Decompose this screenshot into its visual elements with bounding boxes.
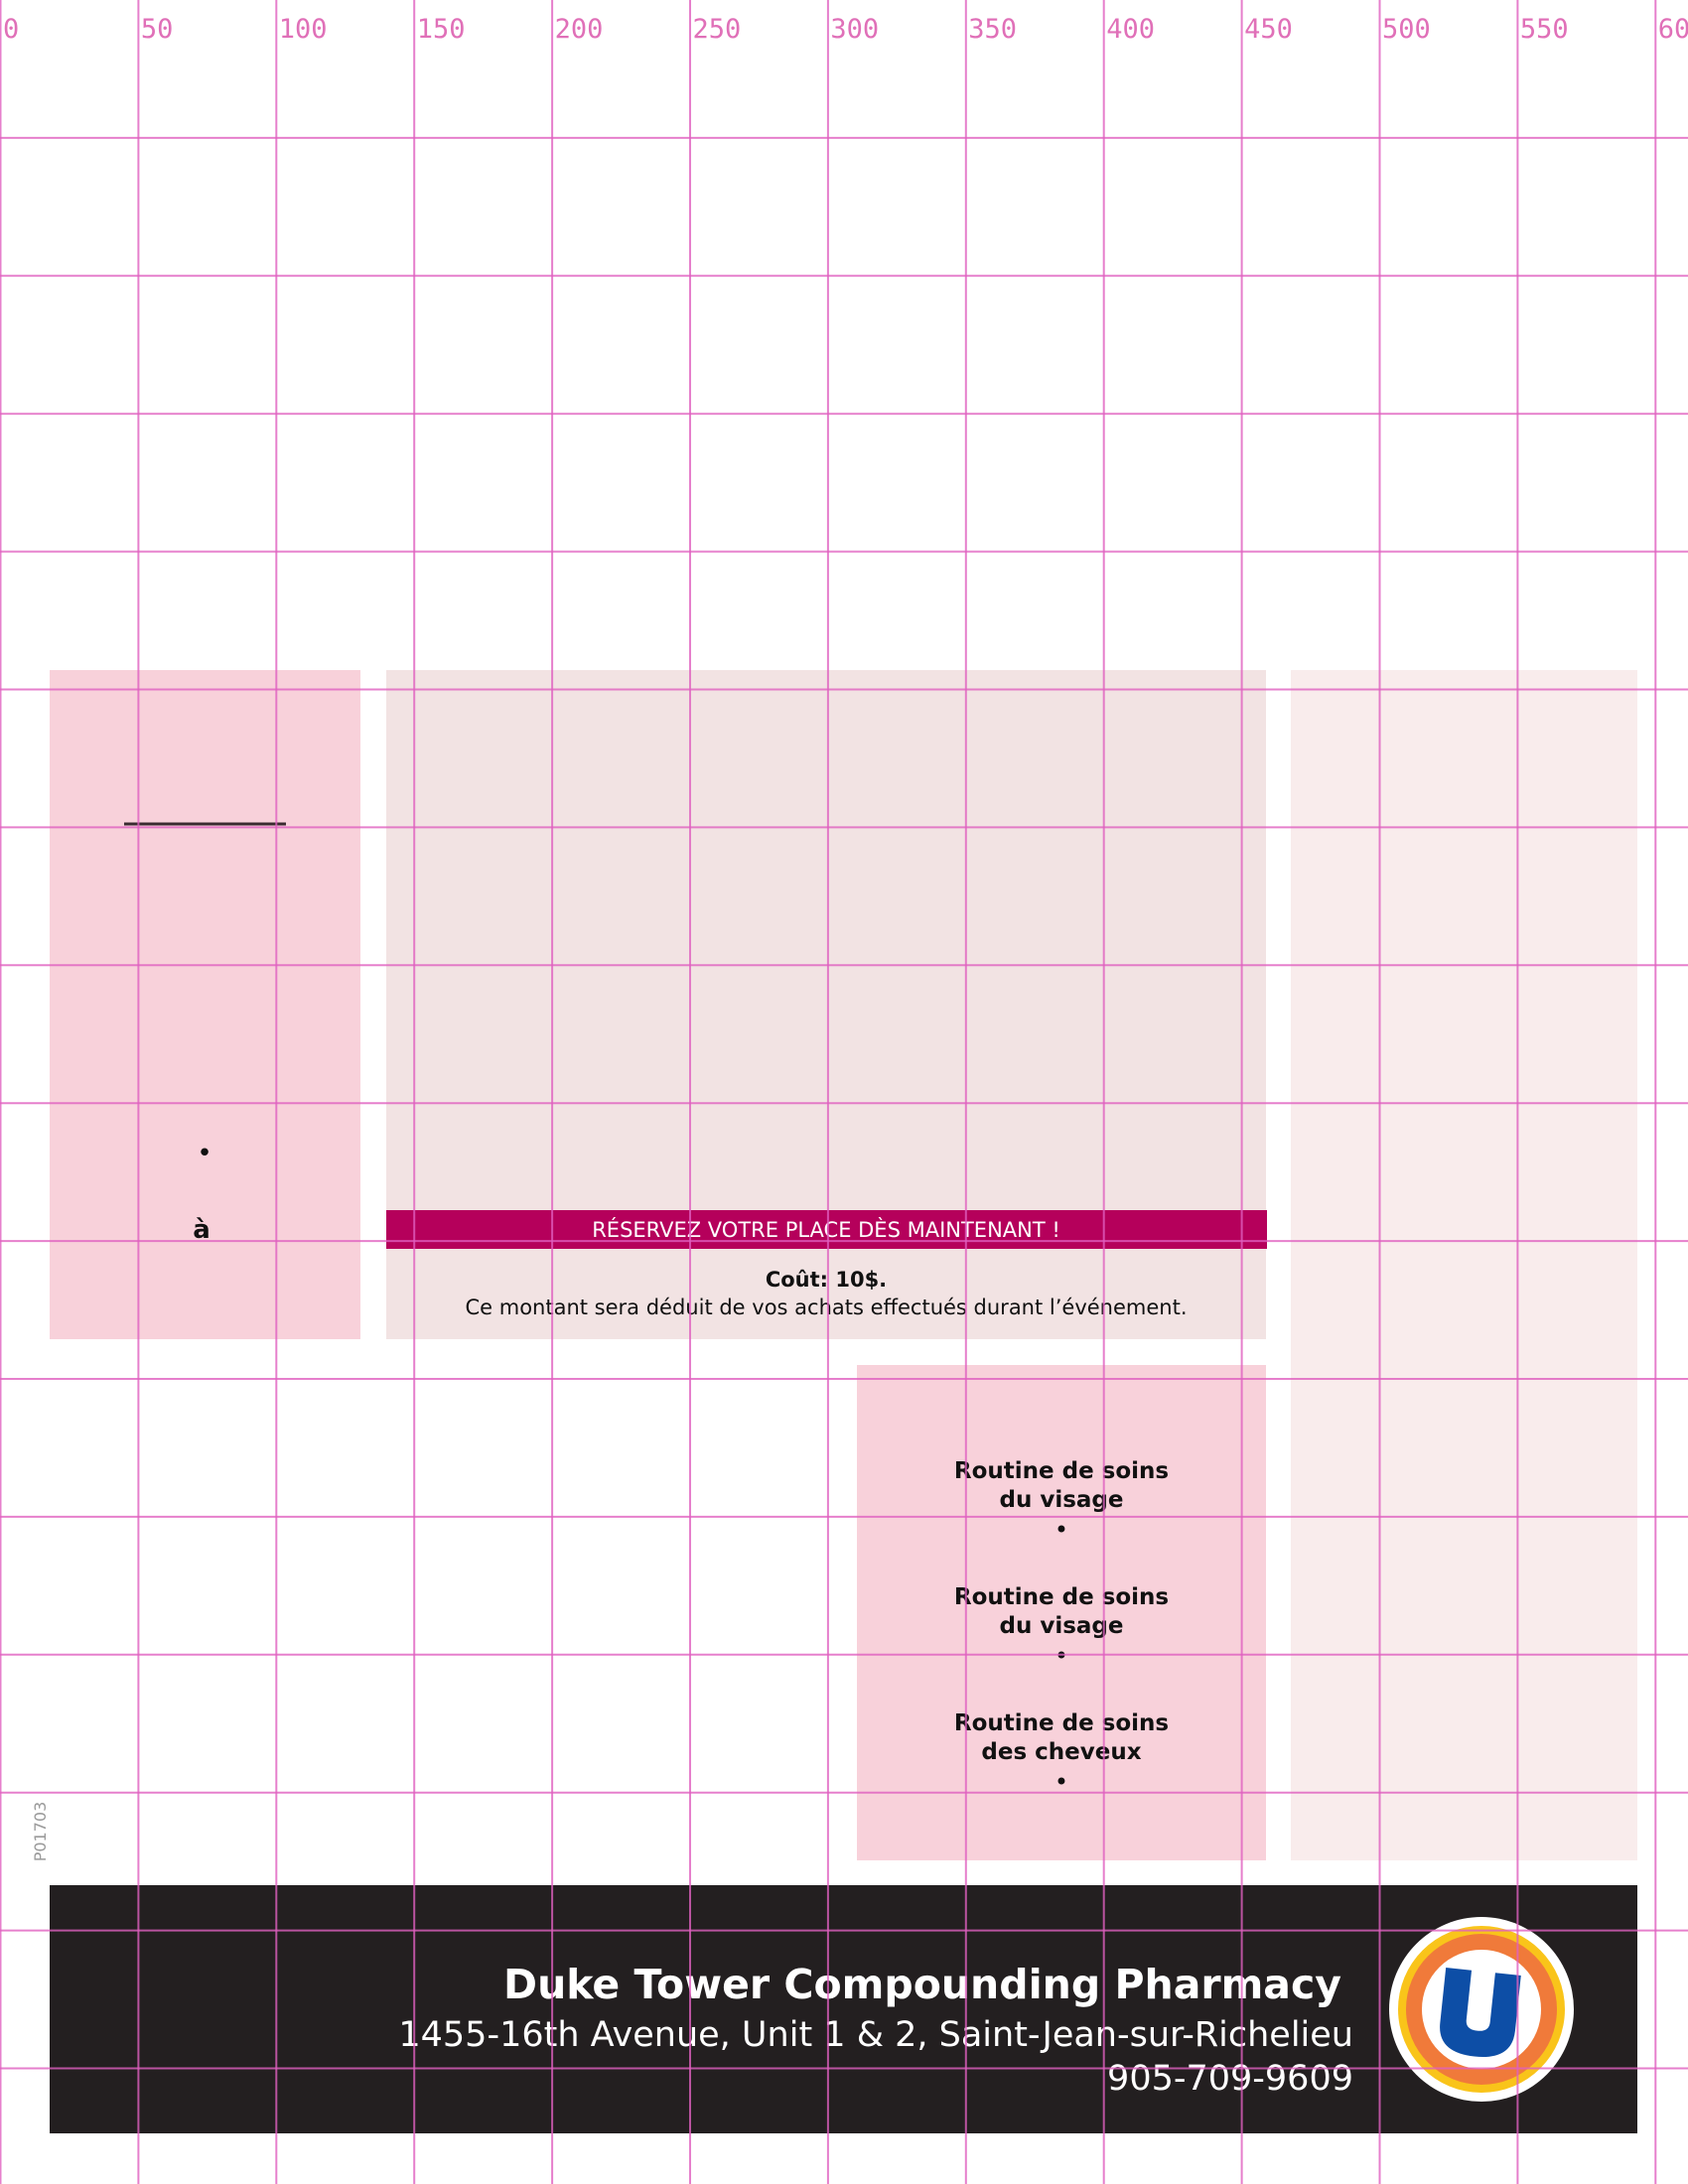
- banner-text: RÉSERVEZ VOTRE PLACE DÈS MAINTENANT !: [592, 1217, 1060, 1242]
- left-panel: [50, 670, 360, 1339]
- grid-label: 350: [968, 14, 1017, 45]
- service-line: du visage: [1000, 1487, 1124, 1513]
- grid-label: 50: [141, 14, 174, 45]
- grid-label: 0: [3, 14, 19, 45]
- service-line: Routine de soins: [954, 1710, 1169, 1736]
- service-bullet: •: [1055, 1768, 1068, 1796]
- grid-label: 200: [555, 14, 604, 45]
- grid-label: 250: [693, 14, 742, 45]
- service-bullet: •: [1055, 1516, 1068, 1544]
- left-text: à: [193, 1215, 211, 1245]
- cost-note: Ce montant sera déduit de vos achats eff…: [465, 1296, 1187, 1319]
- grid-label: 60: [1658, 14, 1688, 45]
- service-line: Routine de soins: [954, 1584, 1169, 1610]
- services: Routine de soins du visage • Routine de soi…: [954, 1458, 1169, 1796]
- right-panel: [1291, 670, 1637, 1860]
- grid-label: 450: [1244, 14, 1293, 45]
- grid-label: 400: [1106, 14, 1155, 45]
- cost: Coût: 10$.: [766, 1268, 887, 1292]
- grid-label: 500: [1382, 14, 1431, 45]
- footer: [50, 1885, 1637, 2133]
- grid-label: 300: [830, 14, 879, 45]
- banner: [386, 1210, 1267, 1249]
- logo: [1389, 1917, 1574, 2102]
- service-bullet: •: [1055, 1642, 1068, 1670]
- grid-label: 150: [417, 14, 466, 45]
- grid-label: 100: [279, 14, 328, 45]
- service-line: du visage: [1000, 1613, 1124, 1639]
- service-line: Routine de soins: [954, 1458, 1169, 1484]
- code: P01703: [31, 1802, 50, 1862]
- store-address: 1455-16th Avenue, Unit 1 & 2, Saint-Jean…: [398, 2015, 1353, 2055]
- services-panel: [857, 1365, 1266, 1860]
- grid-label: 550: [1520, 14, 1569, 45]
- bullet: •: [197, 1139, 211, 1168]
- store-name: Duke Tower Compounding Pharmacy: [503, 1961, 1341, 2008]
- service-line: des cheveux: [981, 1739, 1141, 1765]
- store-phone: 905-709-9609: [1107, 2059, 1353, 2099]
